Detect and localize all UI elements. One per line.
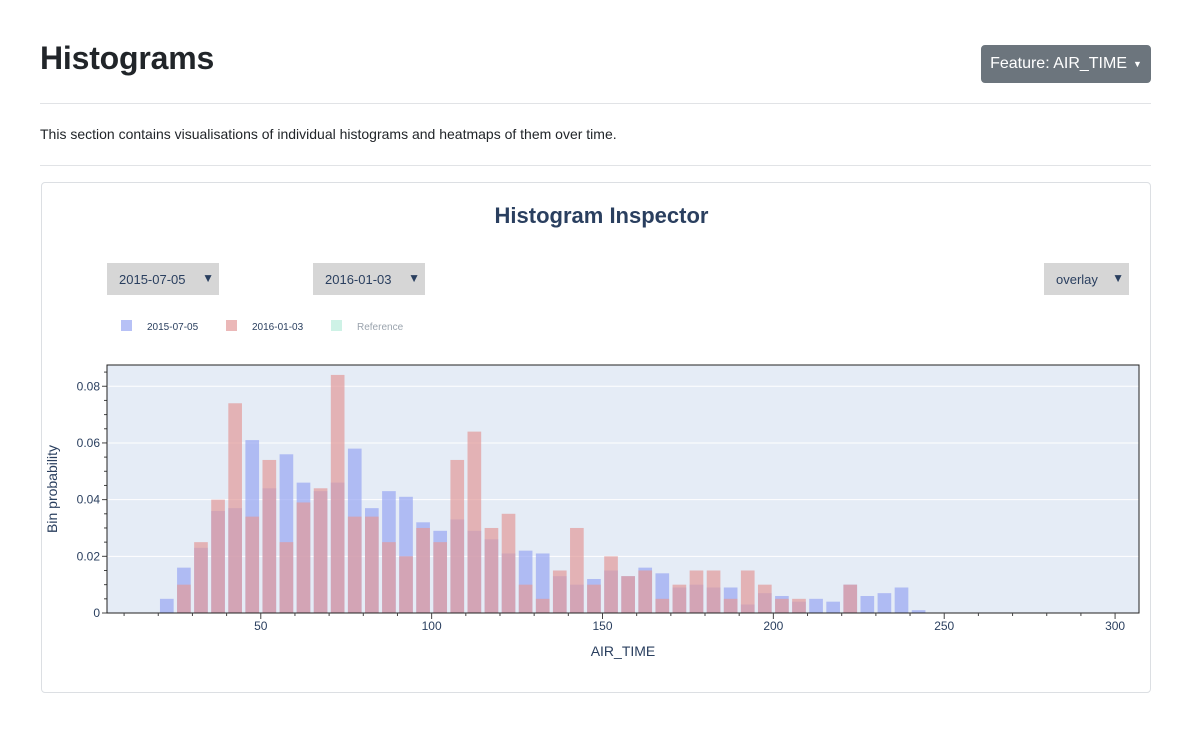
inspector-title: Histogram Inspector	[494, 203, 709, 228]
section-description: This section contains visualisations of …	[40, 126, 617, 142]
divider	[40, 103, 1151, 104]
feature-dropdown-button[interactable]: Feature: AIR_TIME ▼	[981, 45, 1151, 83]
page-title: Histograms	[40, 40, 215, 76]
barmode-dropdown[interactable]: overlay ▼	[1044, 263, 1129, 295]
date-b-value: 2016-01-03	[325, 271, 392, 287]
histogram-inspector-card	[41, 182, 1151, 693]
date-b-dropdown[interactable]: 2016-01-03 ▼	[313, 263, 425, 295]
caret-down-icon: ▼	[1133, 59, 1142, 69]
date-a-dropdown[interactable]: 2015-07-05 ▼	[107, 263, 219, 295]
barmode-value: overlay	[1056, 271, 1098, 287]
dropdown-arrow-icon: ▼	[408, 271, 420, 285]
dropdown-arrow-icon: ▼	[202, 271, 214, 285]
dropdown-arrow-icon: ▼	[1112, 271, 1124, 285]
divider	[40, 165, 1151, 166]
feature-button-label: Feature: AIR_TIME	[990, 55, 1127, 72]
date-a-value: 2015-07-05	[119, 271, 186, 287]
